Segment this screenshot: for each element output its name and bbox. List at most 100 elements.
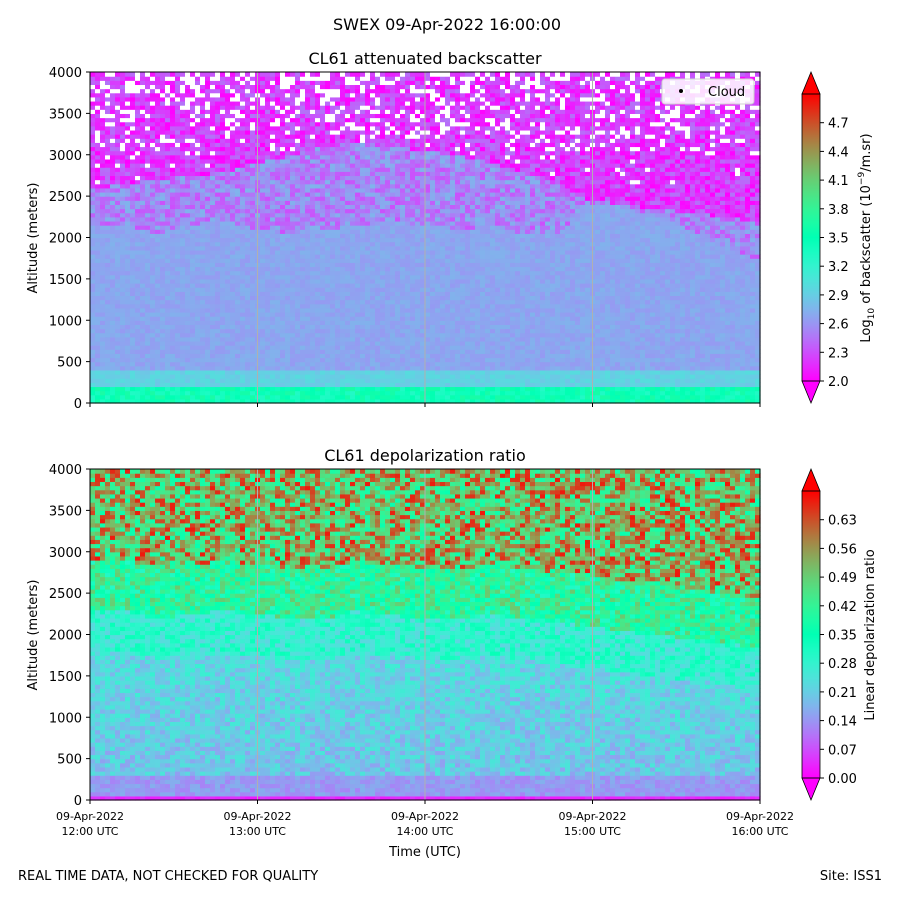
backscatter-cell [325,76,331,81]
backscatter-cell [325,249,331,255]
backscatter-cell [180,204,186,210]
backscatter-cell [220,109,226,114]
backscatter-cell [370,167,376,172]
backscatter-cell [270,270,276,276]
backscatter-cell [385,121,391,127]
backscatter-cell [285,229,291,234]
backscatter-cell [135,88,141,94]
backscatter-cell [265,262,271,268]
backscatter-cell [395,225,401,230]
backscatter-cell [240,357,246,363]
backscatter-cell [320,220,326,226]
backscatter-cell [330,233,336,239]
backscatter-cell [245,262,251,268]
backscatter-cell [235,138,241,143]
backscatter-cell [275,158,281,164]
backscatter-cell [265,72,271,77]
backscatter-cell [305,303,311,309]
backscatter-cell [305,187,311,193]
backscatter-cell [175,233,181,239]
backscatter-cell [355,369,361,375]
backscatter-cell [95,332,101,338]
backscatter-cell [215,332,221,338]
backscatter-cell [115,121,121,127]
backscatter-cell [270,163,276,168]
backscatter-cell [245,138,251,143]
backscatter-cell [265,303,271,309]
backscatter-cell [220,179,226,185]
backscatter-cell [385,278,391,284]
backscatter-cell [240,320,246,325]
backscatter-cell [230,241,236,247]
backscatter-cell [280,72,286,77]
backscatter-cell [225,307,231,313]
backscatter-cell [125,245,131,251]
backscatter-cell [145,287,151,292]
backscatter-cell [375,196,381,201]
backscatter-cell [290,278,296,284]
backscatter-cell [185,117,191,123]
backscatter-cell [220,196,226,201]
backscatter-cell [370,125,376,131]
backscatter-cell [345,80,351,86]
backscatter-cell [230,390,236,396]
backscatter-cell [230,212,236,218]
backscatter-cell [265,316,271,321]
backscatter-cell [170,349,176,354]
backscatter-cell [345,146,351,152]
backscatter-cell [135,274,141,280]
backscatter-cell [310,283,316,288]
backscatter-cell [165,179,171,185]
backscatter-cell [385,105,391,110]
backscatter-cell [315,80,321,86]
backscatter-cell [260,92,266,98]
backscatter-cell [365,80,371,86]
backscatter-cell [215,175,221,181]
backscatter-cell [95,117,101,123]
backscatter-cell [245,171,251,177]
backscatter-cell [200,270,206,276]
backscatter-cell [120,278,126,284]
backscatter-cell [230,109,236,114]
backscatter-cell [325,369,331,375]
backscatter-cell [210,100,216,106]
backscatter-cell [215,187,221,193]
backscatter-cell [295,311,301,317]
backscatter-cell [285,125,291,131]
backscatter-cell [170,134,176,139]
backscatter-cell [240,287,246,292]
backscatter-cell [355,316,361,321]
backscatter-cell [275,287,281,292]
backscatter-cell [220,369,226,375]
backscatter-cell [390,374,396,379]
backscatter-cell [265,204,271,210]
backscatter-cell [195,233,201,239]
backscatter-cell [380,254,386,259]
backscatter-cell [375,382,381,388]
backscatter-cell [250,200,256,205]
backscatter-cell [175,134,181,139]
backscatter-cell [330,134,336,139]
backscatter-cell [370,394,376,400]
backscatter-cell [175,357,181,363]
backscatter-cell [160,117,166,123]
backscatter-cell [235,92,241,98]
backscatter-cell [275,146,281,152]
backscatter-cell [105,332,111,338]
backscatter-cell [120,92,126,98]
backscatter-cell [260,283,266,288]
backscatter-cell [145,200,151,205]
backscatter-cell [375,113,381,119]
backscatter-cell [265,88,271,94]
backscatter-cell [370,249,376,255]
backscatter-cell [325,146,331,152]
backscatter-cell [280,237,286,243]
backscatter-cell [325,382,331,388]
backscatter-cell [345,142,351,148]
backscatter-cell [135,121,141,127]
backscatter-cell [155,357,161,363]
backscatter-cell [120,158,126,164]
backscatter-cell [340,92,346,98]
backscatter-cell [155,196,161,201]
backscatter-cell [390,311,396,317]
